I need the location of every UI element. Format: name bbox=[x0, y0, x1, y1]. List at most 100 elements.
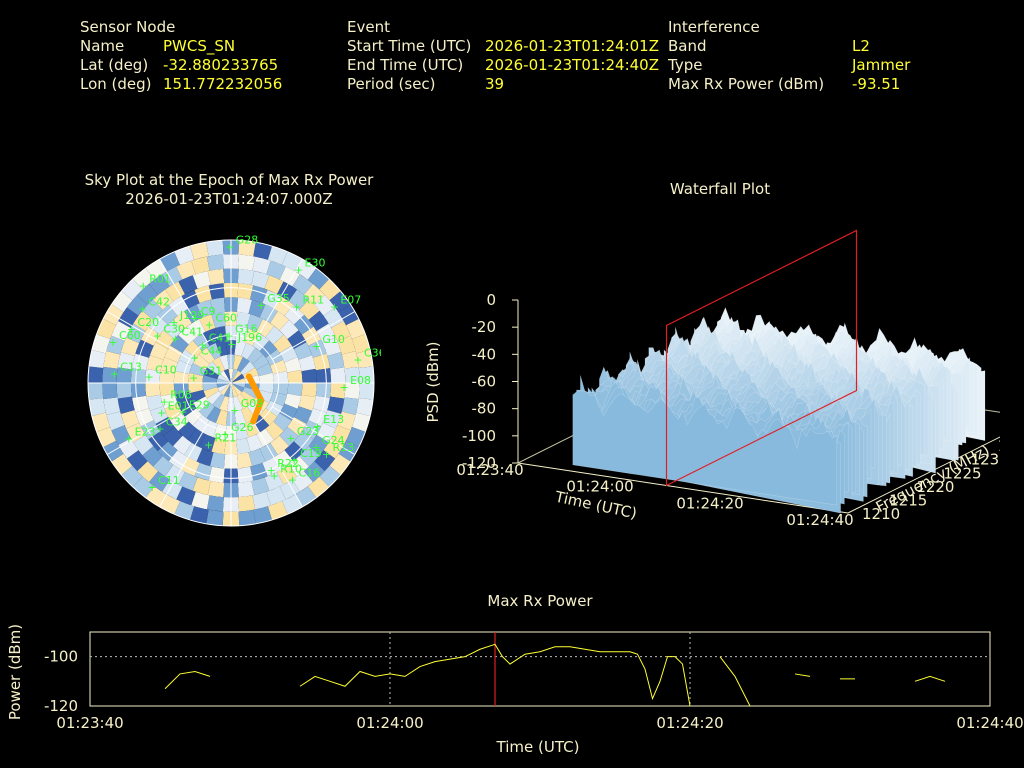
sky-heat-cell bbox=[316, 323, 336, 344]
sky-heat-cell bbox=[346, 318, 366, 339]
power-y-tick-label: -100 bbox=[44, 648, 78, 666]
satellite-label: G28 bbox=[236, 233, 259, 246]
sky-heat-cell bbox=[319, 278, 341, 301]
satellite-marker: + bbox=[292, 300, 301, 313]
sky-heat-cell bbox=[213, 326, 227, 343]
sky-heat-cell bbox=[146, 355, 164, 372]
satellite-label: R10 bbox=[280, 463, 302, 476]
sky-heat-cell bbox=[176, 260, 196, 280]
sky-heat-cell bbox=[117, 352, 135, 370]
sky-heat-cell bbox=[206, 406, 221, 424]
satellite-marker: + bbox=[330, 300, 339, 313]
satellite-marker: + bbox=[227, 338, 236, 351]
sky-heat-cell bbox=[103, 350, 121, 369]
sky-heat-cell bbox=[327, 352, 345, 370]
sky-heat-cell bbox=[189, 242, 209, 260]
sky-heat-cell bbox=[91, 412, 111, 432]
satellite-marker: + bbox=[220, 428, 229, 441]
name-label: Name bbox=[80, 37, 125, 55]
satellite-label: G24 bbox=[322, 434, 345, 447]
sky-heat-cell bbox=[184, 340, 203, 358]
sky-heat-cell bbox=[206, 240, 224, 257]
sky-heat-cell bbox=[206, 390, 222, 405]
sky-heat-cell bbox=[148, 471, 170, 492]
sky-heat-cell bbox=[240, 361, 256, 376]
satellite-label: G26 bbox=[231, 421, 254, 434]
sky-heat-cell bbox=[145, 259, 167, 280]
sky-heat-cell bbox=[102, 383, 118, 400]
satellite-label: E07 bbox=[340, 293, 361, 306]
sky-heat-cell bbox=[213, 423, 227, 440]
sky-heat-cell bbox=[337, 411, 356, 431]
satellite-marker: + bbox=[353, 354, 362, 367]
sky-heat-cell bbox=[270, 391, 287, 407]
sky-heat-cell bbox=[192, 270, 211, 289]
sky-heat-cell bbox=[236, 393, 250, 410]
waterfall-plot: 0 -20 -40 -60 -80 -100 -120 PSD (dBm) 01:23:40 01… bbox=[424, 229, 1000, 529]
sky-heat-cell bbox=[252, 354, 269, 370]
sky-heat-cell bbox=[287, 383, 303, 397]
satellite-marker: + bbox=[171, 332, 180, 345]
power-series-line bbox=[299, 643, 691, 707]
satellite-label: C34 bbox=[166, 416, 188, 429]
z-tick-label: -80 bbox=[472, 400, 497, 418]
sky-heat-cell bbox=[358, 383, 374, 400]
sky-heat-cell bbox=[145, 383, 161, 398]
sky-heat-cell bbox=[258, 372, 274, 383]
sky-heat-cell bbox=[238, 240, 256, 257]
sky-heat-cell bbox=[299, 299, 320, 320]
satellite-marker: + bbox=[169, 316, 178, 329]
satellite-marker: + bbox=[288, 473, 297, 486]
sky-heat-cell bbox=[198, 347, 215, 365]
sky-heat-cell bbox=[159, 383, 175, 397]
start-time-value: 2026-01-23T01:24:01Z bbox=[485, 37, 659, 55]
sky-heat-cell bbox=[160, 393, 178, 409]
sky-heat-cell bbox=[237, 283, 254, 300]
sky-heat-cell bbox=[236, 297, 253, 314]
sky-heat-cell bbox=[219, 396, 229, 412]
freq-axis bbox=[847, 436, 1000, 514]
satellite-marker: + bbox=[204, 438, 213, 451]
sky-heat-cell bbox=[117, 396, 135, 414]
satellite-marker: + bbox=[139, 280, 148, 293]
sky-heat-cell bbox=[293, 406, 313, 424]
sky-heat-cell bbox=[132, 353, 150, 371]
sky-heat-cell bbox=[103, 397, 121, 416]
sky-heat-cell bbox=[199, 314, 216, 332]
type-value: Jammer bbox=[852, 56, 911, 74]
sky-heat-cell bbox=[234, 340, 247, 357]
satellite-label: E29 bbox=[189, 398, 210, 411]
lat-label: Lat (deg) bbox=[80, 56, 149, 74]
sky-heat-cell bbox=[111, 291, 133, 313]
sky-heat-cell bbox=[346, 427, 366, 448]
band-value: L2 bbox=[852, 37, 870, 55]
sky-heat-cell bbox=[217, 373, 231, 383]
sky-heat-cell bbox=[209, 452, 226, 469]
satellite-label: C10 bbox=[155, 363, 177, 376]
sky-heat-cell bbox=[164, 403, 183, 421]
satellite-marker: + bbox=[286, 432, 295, 445]
satellite-marker: + bbox=[322, 448, 331, 461]
sky-heat-cell bbox=[207, 481, 225, 498]
sky-heat-cell bbox=[111, 425, 131, 446]
sky-heat-cell bbox=[172, 435, 192, 455]
sky-heat-cell bbox=[279, 345, 298, 363]
sky-heat-cell bbox=[116, 383, 132, 399]
sky-heat-cell bbox=[258, 383, 274, 394]
sky-heat-cell bbox=[152, 456, 174, 477]
lat-value: -32.880233765 bbox=[163, 56, 279, 74]
sky-heat-cell bbox=[91, 334, 111, 354]
end-time-value: 2026-01-23T01:24:40Z bbox=[485, 56, 659, 74]
satellite-label: C20 bbox=[137, 316, 159, 329]
sky-heat-cell bbox=[155, 330, 175, 349]
sky-heat-cell bbox=[148, 431, 169, 452]
satellite-marker: + bbox=[144, 370, 153, 383]
sky-heat-cell bbox=[267, 246, 288, 265]
sky-heat-cell bbox=[303, 461, 325, 483]
sky-heat-cell bbox=[111, 320, 131, 341]
satellite-label: C9 bbox=[201, 305, 216, 318]
satellite-label: E08 bbox=[350, 374, 371, 387]
satellite-marker: + bbox=[160, 396, 169, 409]
satellite-marker: + bbox=[155, 423, 164, 436]
satellite-label: C16 bbox=[298, 466, 320, 479]
